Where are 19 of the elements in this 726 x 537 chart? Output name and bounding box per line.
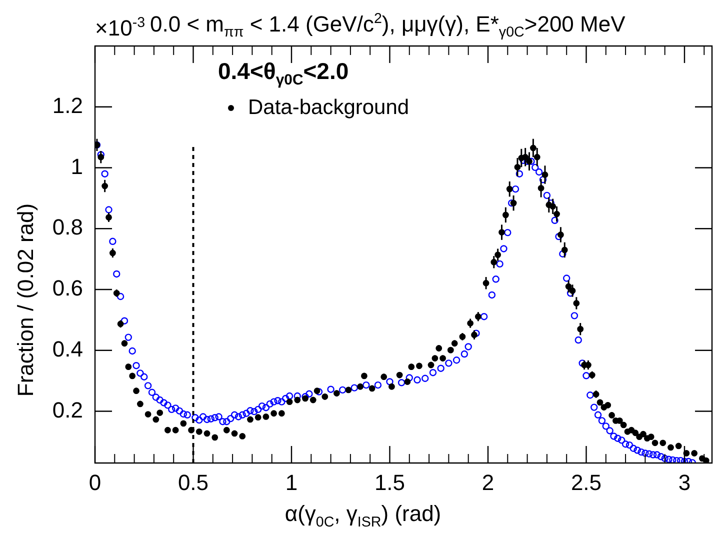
y-tick-label: 0.8 bbox=[52, 214, 83, 240]
x-tick-label: 2 bbox=[482, 470, 494, 496]
x-tick-label: 0 bbox=[88, 470, 102, 496]
x-tick-label: 2.5 bbox=[570, 470, 602, 496]
text: ×10$^{-3}$ bbox=[95, 15, 146, 40]
y-tick-label: 0.2 bbox=[52, 397, 83, 422]
x-tick-label: 1 bbox=[285, 470, 298, 496]
legend-label: Data-background bbox=[248, 96, 410, 120]
y-tick-label: 1 bbox=[70, 154, 83, 179]
x-tick-label: 0.5 bbox=[178, 470, 209, 496]
y-axis-title: Fraction / (0.02 rad) bbox=[13, 203, 38, 397]
y-tick-label: 0.6 bbox=[52, 276, 83, 301]
x-tick-label: 3 bbox=[678, 470, 691, 496]
chart-title: 0.0 < m$_{ππ}$ < 1.4 (GeV/c$^{2}$), μμγ(γ), E*$_{γ0C}$>200 MeV bbox=[150, 11, 626, 41]
x-tick-label: 1.5 bbox=[374, 470, 406, 496]
legend-title: 0.4<θ$_{γ0C}$<2.0 bbox=[218, 58, 350, 89]
y-tick-label: 1.2 bbox=[52, 92, 83, 118]
x-axis-title: α(γ$_{0C}$, γ$_{ISR}$) (rad) bbox=[284, 501, 442, 530]
y-tick-label: 0.4 bbox=[52, 336, 83, 362]
